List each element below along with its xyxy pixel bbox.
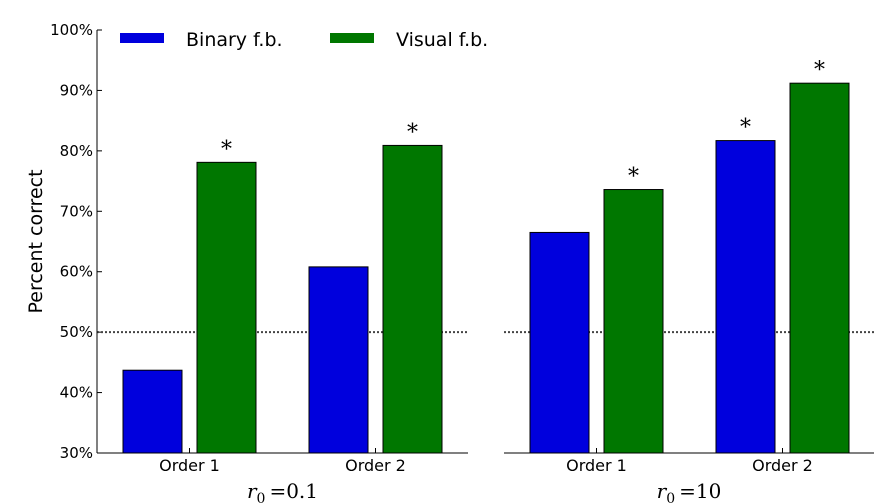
bar-visual-f-b--order-1 [603, 189, 664, 454]
x-category-label: Order 2 [752, 456, 813, 475]
bar-binary-f-b--order-1 [529, 231, 590, 454]
significance-marker: * [628, 165, 639, 190]
legend-swatch [120, 33, 164, 43]
significance-marker: * [407, 120, 418, 145]
bar-binary-f-b--order-2 [715, 140, 776, 454]
y-tick-label: 100% [50, 21, 93, 39]
panel-title: r0 =10 [657, 479, 722, 504]
y-tick-label: 60% [60, 263, 93, 281]
legend-label: Binary f.b. [186, 29, 283, 51]
bar-visual-f-b--order-2 [789, 82, 850, 454]
legend-label: Visual f.b. [396, 29, 488, 51]
panel-title: r0 =0.1 [247, 479, 318, 504]
bar-binary-f-b--order-1 [122, 369, 183, 454]
significance-marker: * [221, 137, 232, 162]
y-tick-label: 40% [60, 384, 93, 402]
y-tick-label: 90% [60, 81, 93, 99]
x-category-label: Order 1 [159, 456, 220, 475]
legend-swatch [330, 33, 374, 43]
bar-visual-f-b--order-2 [382, 144, 443, 454]
bar-visual-f-b--order-1 [196, 161, 257, 454]
y-axis-label: Percent correct [25, 169, 47, 313]
y-tick-label: 80% [60, 142, 93, 160]
significance-marker: * [814, 58, 825, 83]
y-tick-label: 50% [60, 323, 93, 341]
y-tick-label: 30% [60, 444, 93, 462]
x-category-label: Order 2 [345, 456, 406, 475]
bar-binary-f-b--order-2 [308, 266, 369, 454]
y-tick-label: 70% [60, 202, 93, 220]
significance-marker: * [740, 116, 751, 141]
x-category-label: Order 1 [566, 456, 627, 475]
